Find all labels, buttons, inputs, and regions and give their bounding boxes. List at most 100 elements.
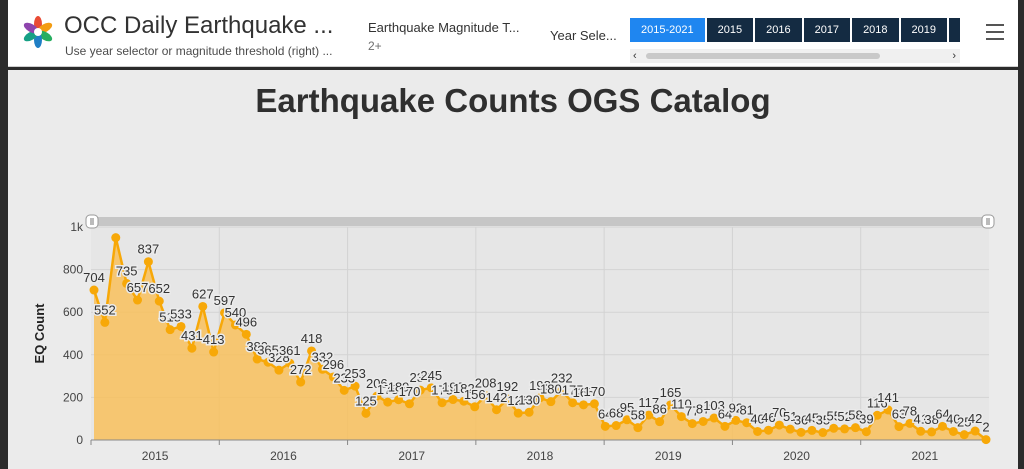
data-point[interactable] [916, 426, 926, 436]
data-point[interactable] [840, 424, 850, 434]
magnitude-selector-title[interactable]: Earthquake Magnitude T... [368, 20, 520, 35]
data-point[interactable] [546, 397, 556, 407]
data-point[interactable] [818, 428, 828, 438]
data-point[interactable] [317, 364, 327, 374]
data-point[interactable] [459, 396, 469, 406]
data-point[interactable] [872, 410, 882, 420]
year-tabs-scrollbar[interactable]: ‹ › [630, 49, 960, 63]
data-point[interactable] [426, 383, 436, 393]
data-point[interactable] [698, 416, 708, 426]
data-point[interactable] [894, 422, 904, 432]
data-point[interactable] [339, 385, 349, 395]
data-point[interactable] [89, 285, 99, 295]
data-point[interactable] [753, 426, 763, 436]
data-point[interactable] [905, 418, 915, 428]
data-point[interactable] [709, 413, 719, 423]
data-point[interactable] [241, 329, 251, 339]
data-point[interactable] [589, 399, 599, 409]
data-point[interactable] [220, 308, 230, 318]
data-point[interactable] [133, 295, 143, 305]
data-point[interactable] [861, 427, 871, 437]
data-point[interactable] [807, 425, 817, 435]
data-point[interactable] [143, 257, 153, 267]
data-point[interactable] [785, 424, 795, 434]
data-point[interactable] [176, 321, 186, 331]
data-point[interactable] [568, 398, 578, 408]
data-point[interactable] [557, 386, 567, 396]
data-point[interactable] [209, 347, 219, 357]
scroll-left-icon[interactable]: ‹ [633, 50, 637, 62]
data-point[interactable] [655, 417, 665, 427]
data-point[interactable] [644, 410, 654, 420]
data-point[interactable] [524, 407, 534, 417]
data-point[interactable] [687, 419, 697, 429]
data-point[interactable] [415, 385, 425, 395]
data-point[interactable] [404, 399, 414, 409]
data-point[interactable] [883, 405, 893, 415]
data-point[interactable] [470, 402, 480, 412]
data-point[interactable] [491, 405, 501, 415]
data-point[interactable] [285, 358, 295, 368]
data-point[interactable] [948, 426, 958, 436]
data-point[interactable] [350, 381, 360, 391]
data-point[interactable] [100, 317, 110, 327]
data-point[interactable] [274, 365, 284, 375]
data-point[interactable] [981, 435, 991, 445]
data-point[interactable] [763, 425, 773, 435]
data-point[interactable] [676, 412, 686, 422]
data-point[interactable] [383, 397, 393, 407]
data-point[interactable] [731, 415, 741, 425]
year-tab-2019[interactable]: 2019 [900, 18, 950, 42]
data-point[interactable] [111, 233, 121, 243]
data-point[interactable] [252, 354, 262, 364]
range-slider-left-handle[interactable] [85, 214, 99, 229]
data-point[interactable] [829, 423, 839, 433]
data-point[interactable] [633, 423, 643, 433]
data-point[interactable] [742, 418, 752, 428]
hamburger-menu-icon[interactable] [986, 24, 1004, 40]
year-tab-2015-2021[interactable]: 2015-2021 [630, 18, 707, 42]
data-point[interactable] [774, 420, 784, 430]
data-point[interactable] [187, 343, 197, 353]
data-point[interactable] [720, 421, 730, 431]
data-point[interactable] [372, 391, 382, 401]
year-tab-2016[interactable]: 2016 [755, 18, 804, 42]
data-point[interactable] [600, 421, 610, 431]
data-point[interactable] [927, 427, 937, 437]
data-point[interactable] [296, 377, 306, 387]
data-point[interactable] [535, 393, 545, 403]
data-point[interactable] [230, 320, 240, 330]
data-point[interactable] [970, 426, 980, 436]
scroll-right-icon[interactable]: › [952, 50, 956, 62]
data-point[interactable] [611, 421, 621, 431]
data-point[interactable] [361, 408, 371, 418]
data-point[interactable] [850, 423, 860, 433]
data-point[interactable] [959, 430, 969, 440]
scrollbar-thumb[interactable] [646, 53, 880, 59]
year-tab-2017[interactable]: 2017 [803, 18, 853, 42]
data-point[interactable] [122, 278, 132, 288]
year-tab-2020[interactable]: 20 [949, 18, 960, 42]
data-point[interactable] [579, 400, 589, 410]
data-point[interactable] [666, 400, 676, 410]
data-point[interactable] [437, 398, 447, 408]
range-slider-track[interactable] [91, 217, 989, 226]
data-point[interactable] [513, 408, 523, 418]
data-point[interactable] [622, 415, 632, 425]
data-point[interactable] [394, 395, 404, 405]
magnitude-selector-value[interactable]: 2+ [368, 39, 382, 53]
data-point[interactable] [937, 421, 947, 431]
data-point[interactable] [307, 346, 317, 356]
data-point[interactable] [481, 391, 491, 401]
data-point[interactable] [328, 372, 338, 382]
data-point[interactable] [165, 325, 175, 335]
range-slider-right-handle[interactable] [981, 214, 995, 229]
data-point[interactable] [154, 296, 164, 306]
year-tab-2018[interactable]: 2018 [852, 18, 901, 42]
data-point[interactable] [198, 301, 208, 311]
data-point[interactable] [796, 427, 806, 437]
data-point[interactable] [502, 394, 512, 404]
data-point[interactable] [448, 395, 458, 405]
year-tab-2015[interactable]: 2015 [706, 18, 756, 42]
data-point[interactable] [263, 357, 273, 367]
